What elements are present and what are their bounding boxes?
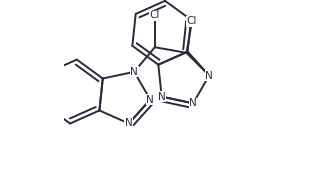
Text: N: N xyxy=(189,98,197,108)
Text: N: N xyxy=(158,92,165,102)
Text: N: N xyxy=(205,70,213,80)
Text: Cl: Cl xyxy=(187,16,197,26)
Text: Cl: Cl xyxy=(150,10,160,20)
Text: N: N xyxy=(130,67,138,77)
Text: N: N xyxy=(125,118,133,128)
Text: N: N xyxy=(146,95,154,105)
